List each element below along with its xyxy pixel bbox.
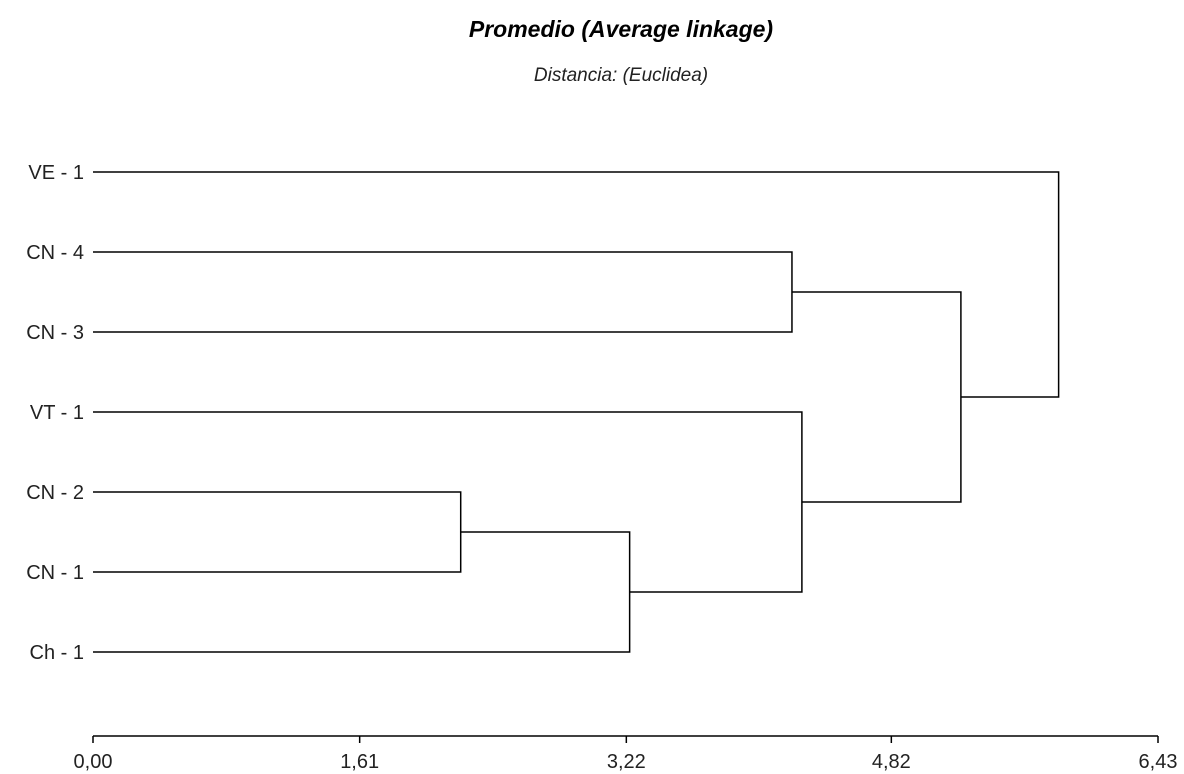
x-axis: 0,00 1,61 3,22 4,82 6,43 [74,735,1178,773]
branch-m6 [93,171,1060,398]
x-tick-label: 0,00 [74,751,113,773]
x-tick-label: 4,82 [872,751,911,773]
leaf-label-cn-3: CN - 3 [26,322,84,344]
leaf-labels: VE - 1 CN - 4 CN - 3 VT - 1 CN - 2 CN - 1 Ch -… [26,162,84,664]
chart-subtitle: Distancia: (Euclidea) [534,65,708,86]
chart-title: Promedio (Average linkage) [469,16,773,42]
leaf-label-ch-1: Ch - 1 [30,642,84,664]
leaf-label-cn-1: CN - 1 [26,562,84,584]
branch-m5 [791,291,962,503]
leaf-label-vt-1: VT - 1 [30,402,84,424]
leaf-label-ve-1: VE - 1 [28,162,84,184]
branch-m2 [93,531,631,653]
branch-m3 [93,251,793,333]
dendrogram-branches [93,171,1060,653]
x-tick-label: 3,22 [607,751,646,773]
branch-m4 [93,411,803,593]
leaf-label-cn-2: CN - 2 [26,482,84,504]
leaf-label-cn-4: CN - 4 [26,242,84,264]
x-tick-label: 6,43 [1139,751,1178,773]
x-tick-label: 1,61 [340,751,379,773]
branch-m1 [93,491,462,573]
